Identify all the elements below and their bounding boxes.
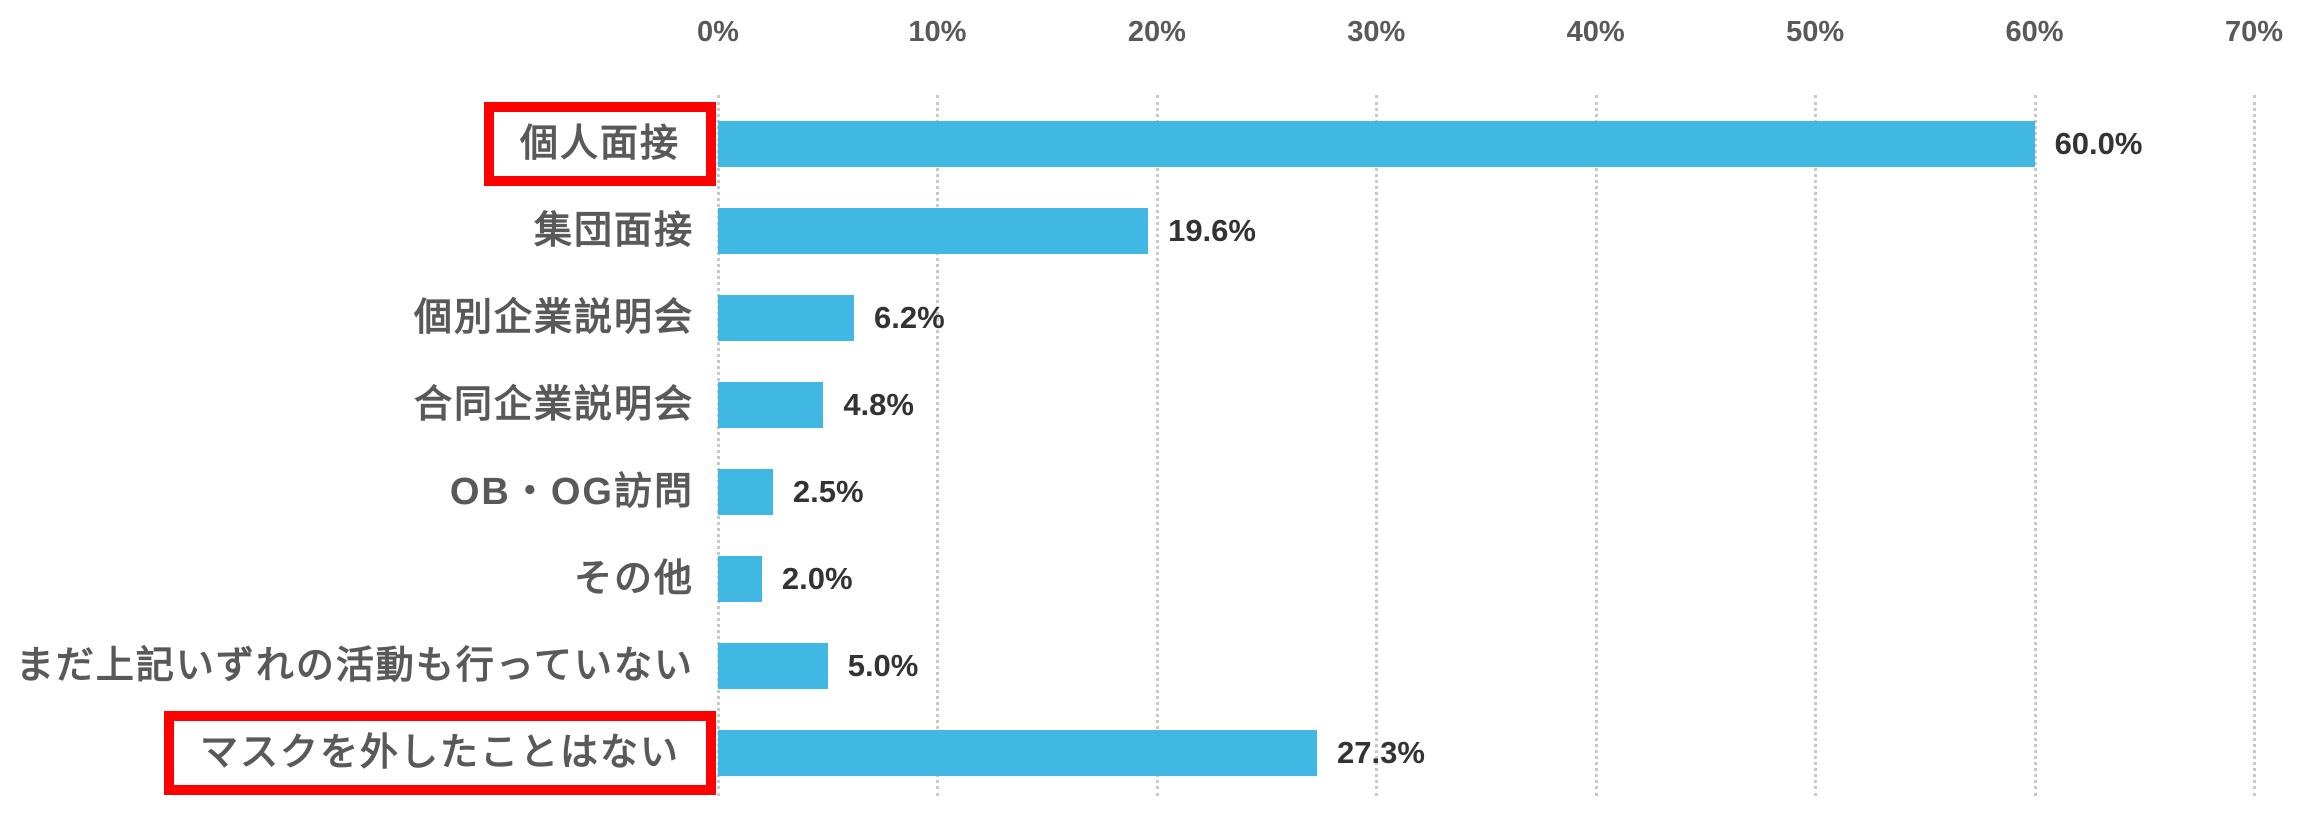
bar [718,207,1149,254]
value-label: 6.2% [874,299,945,335]
bar-track: 2.5% [718,468,2317,515]
gridline [2253,95,2256,796]
value-label: 2.0% [781,560,853,596]
category-label: まだ上記いずれの活動も行っていない [15,644,694,687]
category-label: マスクを外したことはない [199,731,680,774]
gridline [717,95,720,796]
category-label: 個別企業説明会 [413,296,694,339]
value-label: 4.8% [843,386,914,422]
bar-track: 6.2% [718,294,2317,341]
x-axis-tick-label: 30% [1347,16,1406,48]
category-label-cell: 集団面接 [0,209,718,253]
bar-track: 19.6% [718,207,2317,254]
bar [718,294,855,341]
x-axis-tick-label: 40% [1566,16,1625,48]
category-label-cell: 個人面接 [0,101,718,186]
bar-row: 個人面接 60.0% [0,100,2317,187]
gridline [936,95,940,796]
bar-row: その他 2.0% [0,535,2317,622]
bar-row: 合同企業説明会 4.8% [0,361,2317,448]
category-label: 合同企業説明会 [413,383,694,426]
x-axis-tick-label: 60% [2005,16,2064,48]
bar-row: 個別企業説明会 6.2% [0,274,2317,361]
category-label-cell: OB・OG訪問 [0,470,718,514]
highlight-box: マスクを外したことはない [163,710,716,795]
category-label: OB・OG訪問 [449,470,694,513]
category-label-cell: まだ上記いずれの活動も行っていない [0,644,718,688]
bar-row: マスクを外したことはない 27.3% [0,709,2317,796]
value-label: 19.6% [1168,212,1256,248]
bar-track: 27.3% [718,729,2317,776]
x-axis-tick-label: 50% [1786,16,1845,48]
gridline [1375,95,1379,796]
bar [718,729,1318,776]
bar-row: まだ上記いずれの活動も行っていない 5.0% [0,622,2317,709]
category-label-cell: その他 [0,557,718,601]
gridline [1594,95,1598,796]
category-label-cell: マスクを外したことはない [0,710,718,795]
category-label: 個人面接 [519,122,680,165]
bar-track: 5.0% [718,642,2317,689]
bar-row: OB・OG訪問 2.5% [0,448,2317,535]
bar-track: 2.0% [718,555,2317,602]
value-label: 5.0% [847,647,919,683]
bar [718,381,824,428]
value-label: 2.5% [792,473,864,509]
x-axis-tick-label: 20% [1127,16,1186,48]
value-label: 27.3% [1337,734,1425,770]
category-label-cell: 個別企業説明会 [0,296,718,340]
highlight-box: 個人面接 [483,101,716,186]
bar-track: 4.8% [718,381,2317,428]
category-label: 集団面接 [533,209,694,252]
bar [718,120,2035,167]
gridline [1814,95,1818,796]
bar-row: 集団面接 19.6% [0,187,2317,274]
x-axis-tick-label: 10% [908,16,967,48]
x-axis-tick-label: 0% [697,16,739,48]
gridline [1155,95,1159,796]
x-axis-tick-label: 70% [2224,16,2284,48]
bar-track: 60.0% [718,120,2317,167]
category-label: その他 [573,557,694,600]
bar [718,642,828,689]
bar [718,555,762,602]
value-label: 60.0% [2054,125,2143,161]
category-label-cell: 合同企業説明会 [0,383,718,427]
gridline [2033,95,2037,796]
bar [718,468,773,515]
